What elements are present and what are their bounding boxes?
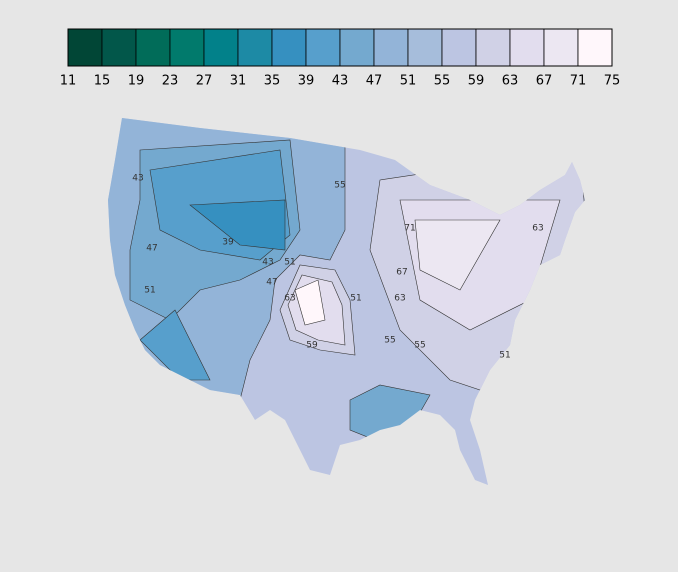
colorbar-cell [237, 28, 273, 67]
contour-region [294, 279, 326, 326]
colorbar-tick-label: 55 [434, 74, 451, 89]
contour-label: 55 [384, 336, 395, 346]
colorbar-cell [407, 28, 443, 67]
colorbar-tick-label: 39 [298, 74, 315, 89]
colorbar-cell [543, 28, 579, 67]
colorbar-cell [203, 28, 239, 67]
colorbar-tick-label: 71 [570, 74, 587, 89]
contour-label: 47 [146, 244, 157, 254]
colorbar-cell [475, 28, 511, 67]
colorbar-tick-label: 75 [604, 74, 621, 89]
colorbar-frame [67, 28, 613, 67]
colorbar-cell [135, 28, 171, 67]
contour-label: 47 [266, 278, 277, 288]
contour-label: 67 [396, 268, 407, 278]
colorbar-tick-label: 67 [536, 74, 553, 89]
contour-label: 63 [394, 294, 405, 304]
contour-label: 63 [284, 294, 295, 304]
contour-label: 51 [284, 258, 295, 268]
colorbar-tick-label: 63 [502, 74, 519, 89]
colorbar-tick-label: 43 [332, 74, 349, 89]
colorbar-cell [373, 28, 409, 67]
contour-label: 51 [144, 286, 155, 296]
colorbar-tick-label: 15 [94, 74, 111, 89]
contour-label: 55 [414, 341, 425, 351]
colorbar-tick-label: 11 [60, 74, 77, 89]
contour-region [189, 199, 286, 251]
colorbar-cell [271, 28, 307, 67]
contour-label: 59 [306, 341, 318, 351]
colorbar-cell [67, 28, 103, 67]
colorbar-cell [101, 28, 137, 67]
colorbar-tick-label: 19 [128, 74, 145, 89]
contour-label: 51 [350, 294, 361, 304]
colorbar-tick-label: 47 [366, 74, 383, 89]
colorbar-cell [509, 28, 545, 67]
colorbar-cell [169, 28, 205, 67]
colorbar-tick-label: 23 [162, 74, 179, 89]
contour-label: 71 [404, 224, 415, 234]
contour-label: 43 [262, 258, 273, 268]
colorbar-cell [441, 28, 477, 67]
colorbar-tick-label: 35 [264, 74, 281, 89]
contour-region [139, 309, 211, 381]
map [108, 118, 585, 485]
colorbar-tick-label: 51 [400, 74, 417, 89]
colorbar-cell [305, 28, 341, 67]
contour-label: 43 [132, 174, 143, 184]
contour-region [414, 219, 501, 291]
colorbar-tick-label: 59 [468, 74, 485, 89]
colorbar-tick-label: 27 [196, 74, 213, 89]
colorbar-tick-label: 31 [230, 74, 247, 89]
colorbar-cell [577, 28, 613, 67]
colorbar: 11 15 19 23 27 31 35 39 43 47 51 55 59 63 67 71 75 [60, 28, 621, 89]
contour-label: 39 [222, 238, 234, 248]
contour-label: 63 [532, 224, 543, 234]
contour-label: 55 [334, 181, 345, 191]
colorbar-cell [339, 28, 375, 67]
contour-label: 51 [499, 351, 510, 361]
